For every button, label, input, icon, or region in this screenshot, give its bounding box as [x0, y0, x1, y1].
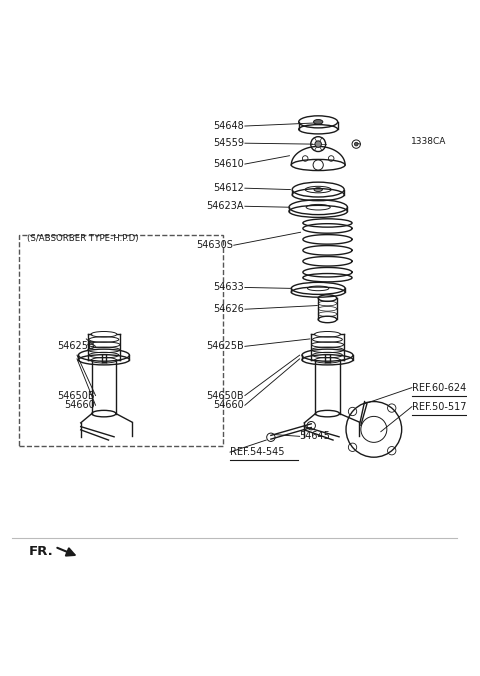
- Ellipse shape: [313, 120, 323, 124]
- Text: 54660: 54660: [213, 400, 244, 410]
- Text: 54612: 54612: [213, 183, 244, 193]
- Text: REF.54-545: REF.54-545: [230, 447, 285, 457]
- Text: FR.: FR.: [28, 545, 53, 558]
- Text: 54623A: 54623A: [206, 201, 244, 212]
- Text: 54625B: 54625B: [57, 341, 95, 352]
- Bar: [19, 235, 223, 445]
- Text: 54625B: 54625B: [206, 341, 244, 352]
- Circle shape: [315, 141, 322, 147]
- Text: 54630S: 54630S: [196, 240, 233, 250]
- Text: 54610: 54610: [213, 159, 244, 169]
- Text: REF.60-624: REF.60-624: [412, 383, 466, 393]
- Text: (S/ABSORBER TYPE-H.P.D): (S/ABSORBER TYPE-H.P.D): [27, 235, 138, 243]
- Text: 54660: 54660: [64, 400, 95, 410]
- Text: 54648: 54648: [213, 121, 244, 131]
- Text: 54559: 54559: [213, 138, 244, 148]
- Ellipse shape: [314, 188, 323, 191]
- Text: 54645: 54645: [300, 431, 331, 441]
- Circle shape: [354, 142, 358, 146]
- Text: 54650B: 54650B: [206, 391, 244, 400]
- Text: 54626: 54626: [213, 304, 244, 314]
- Text: 1338CA: 1338CA: [411, 137, 446, 146]
- Text: REF.50-517: REF.50-517: [412, 402, 467, 412]
- Text: 54633: 54633: [213, 283, 244, 293]
- Text: 54650B: 54650B: [57, 391, 95, 400]
